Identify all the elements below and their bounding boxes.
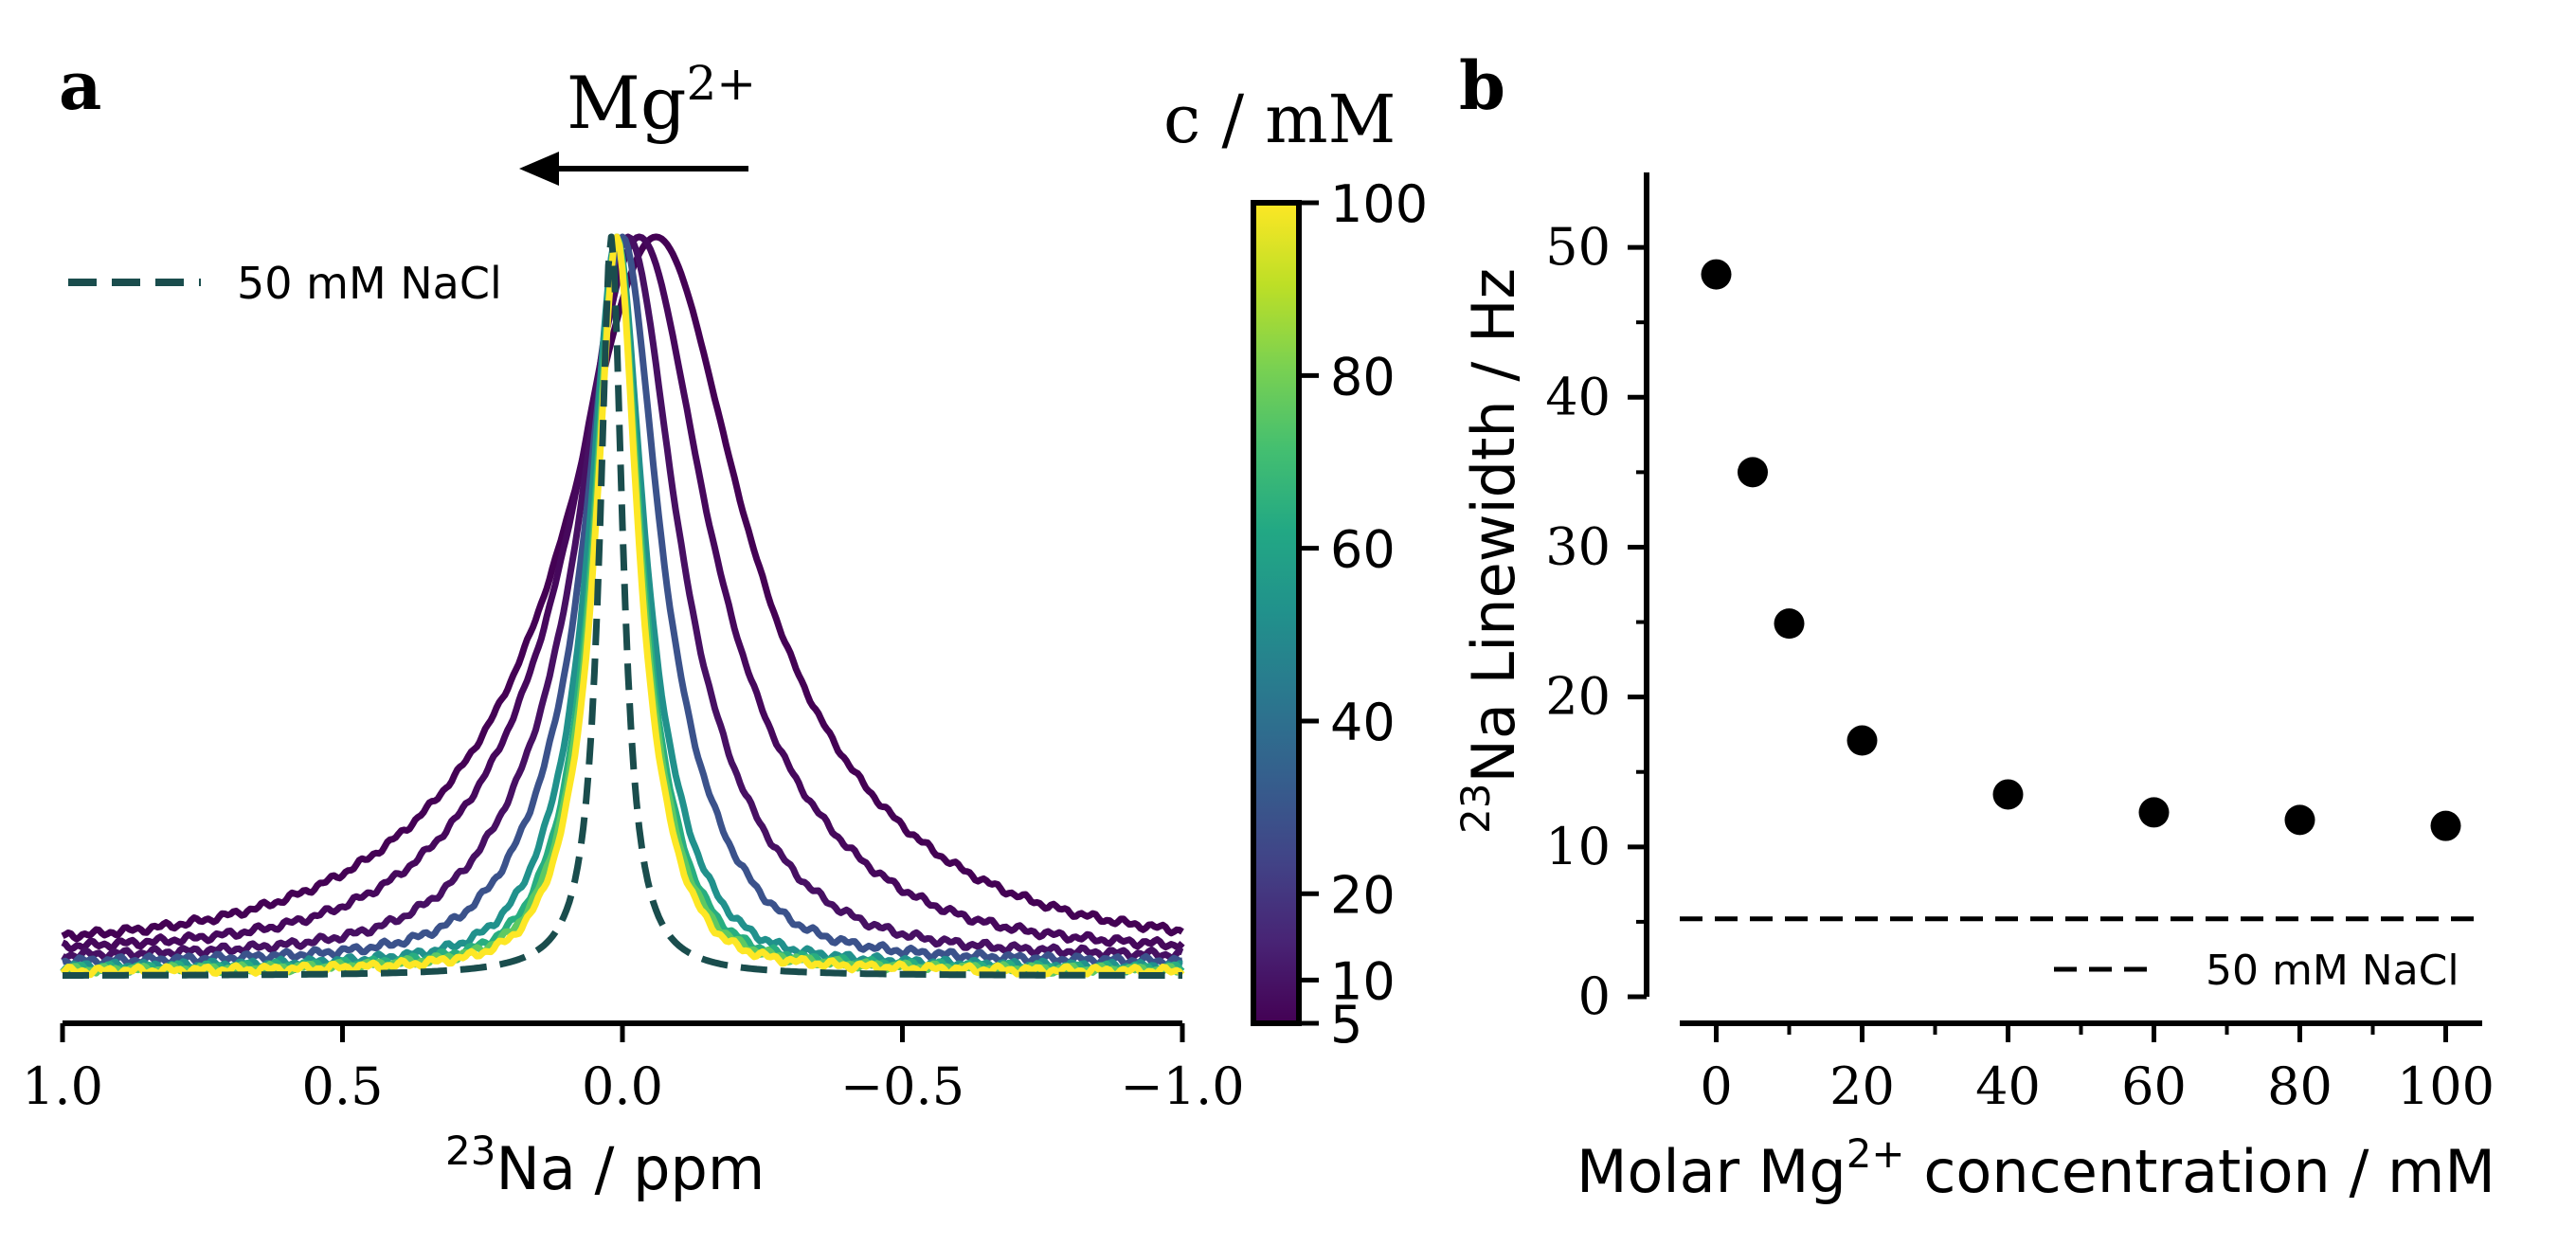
panel-a-xlabel: 23Na / ppm: [445, 1128, 765, 1203]
panel-b: b 0 10 20 30 40 50 0 20 40 60 80 100 50 mM NaCl 23…: [1452, 46, 2495, 1206]
panel-b-y-tick-label: 0: [1578, 966, 1611, 1026]
panel-a-legend: 50 mM NaCl: [68, 258, 502, 309]
scatter-point: [1738, 457, 1768, 488]
spectrum-line: [61, 233, 1183, 969]
panel-b-y-ticks: 0 10 20 30 40 50: [1545, 217, 1647, 1026]
panel-b-legend: 50 mM NaCl: [2054, 947, 2459, 995]
colorbar: c / mM 510 20 40 60 80 100: [1163, 81, 1428, 1055]
panel-b-x-tick-label: 0: [1700, 1056, 1732, 1116]
colorbar-ticks: 510 20 40 60 80 100: [1299, 174, 1428, 1055]
panel-b-x-tick-label: 20: [1829, 1056, 1895, 1116]
mg-arrow-annotation: Mg2+: [519, 56, 756, 186]
panel-b-x-tick-label: 80: [2267, 1056, 2333, 1116]
panel-b-ylabel: 23Na Linewidth / Hz: [1452, 268, 1528, 834]
panel-b-y-tick-label: 50: [1545, 217, 1611, 277]
scatter-point: [1846, 725, 1878, 756]
arrow-label-sup: 2+: [686, 56, 756, 111]
panel-a-x-tick-label: −0.5: [840, 1056, 964, 1116]
colorbar-tick-label: 5: [1330, 995, 1362, 1055]
colorbar-tick-label: 20: [1330, 865, 1396, 925]
panel-b-y-tick-label: 40: [1545, 367, 1611, 426]
panel-b-xlabel-sup: 2+: [1846, 1130, 1905, 1177]
scatter-point: [1992, 779, 2024, 810]
colorbar-tick-label: 60: [1330, 520, 1396, 580]
panel-b-label: b: [1459, 46, 1505, 125]
scatter-point: [2430, 810, 2461, 841]
panel-b-xlabel: Molar Mg2+ concentration / mM: [1576, 1130, 2495, 1206]
scatter-point: [2284, 804, 2315, 836]
arrow-head-icon: [519, 152, 559, 186]
panel-a-xlabel-main: Na / ppm: [495, 1134, 765, 1203]
colorbar-label: c / mM: [1163, 81, 1396, 158]
colorbar-tick-label: 80: [1330, 347, 1396, 406]
arrow-label-base: Mg: [567, 61, 686, 145]
scatter-point: [2138, 797, 2170, 828]
scatter-point: [1774, 608, 1805, 640]
panel-b-xlabel-tail: concentration / mM: [1905, 1137, 2495, 1206]
panel-b-x-tick-label: 100: [2397, 1056, 2495, 1116]
panel-a-x-tick-label: −1.0: [1120, 1056, 1244, 1116]
panel-b-y-tick-label: 30: [1545, 516, 1611, 576]
panel-a-label: a: [59, 46, 101, 125]
panel-b-x-tick-label: 40: [1975, 1056, 2041, 1116]
arrow-label: Mg2+: [567, 56, 756, 145]
scatter-point: [1701, 259, 1732, 290]
spectrum-line: [60, 233, 1185, 979]
panel-a: a Mg2+ 1.0 0.5 0.0 −0.5 −1.0 23Na / ppm 50 m…: [22, 46, 1428, 1203]
panel-b-y-tick-label: 20: [1545, 667, 1611, 727]
panel-b-x-tick-label: 60: [2121, 1056, 2187, 1116]
legend-ref-label: 50 mM NaCl: [2206, 947, 2459, 995]
panel-b-ylabel-main: Na Linewidth / Hz: [1459, 268, 1528, 784]
panel-a-x-ticks: 1.0 0.5 0.0 −0.5 −1.0: [22, 1023, 1245, 1116]
spectra-lines: [60, 233, 1185, 979]
panel-b-ylabel-iso: 23: [1452, 784, 1499, 834]
panel-a-x-tick-label: 0.5: [302, 1056, 384, 1116]
colorbar-gradient: [1251, 200, 1302, 1026]
scatter-points: [1701, 259, 2461, 841]
colorbar-tick-label: 100: [1330, 174, 1428, 234]
panel-b-x-ticks: 0 20 40 60 80 100: [1700, 1023, 2495, 1116]
panel-a-x-tick-label: 0.0: [582, 1056, 663, 1116]
panel-b-y-tick-label: 10: [1545, 817, 1611, 876]
colorbar-tick-label: 40: [1330, 693, 1396, 752]
spectrum-line: [62, 233, 1183, 979]
legend-label: 50 mM NaCl: [237, 258, 502, 309]
panel-b-xlabel-main: Molar Mg: [1576, 1137, 1846, 1206]
panel-a-x-tick-label: 1.0: [22, 1056, 103, 1116]
panel-a-xlabel-iso: 23: [445, 1128, 495, 1174]
colorbar-tick-label: 10: [1330, 951, 1396, 1011]
